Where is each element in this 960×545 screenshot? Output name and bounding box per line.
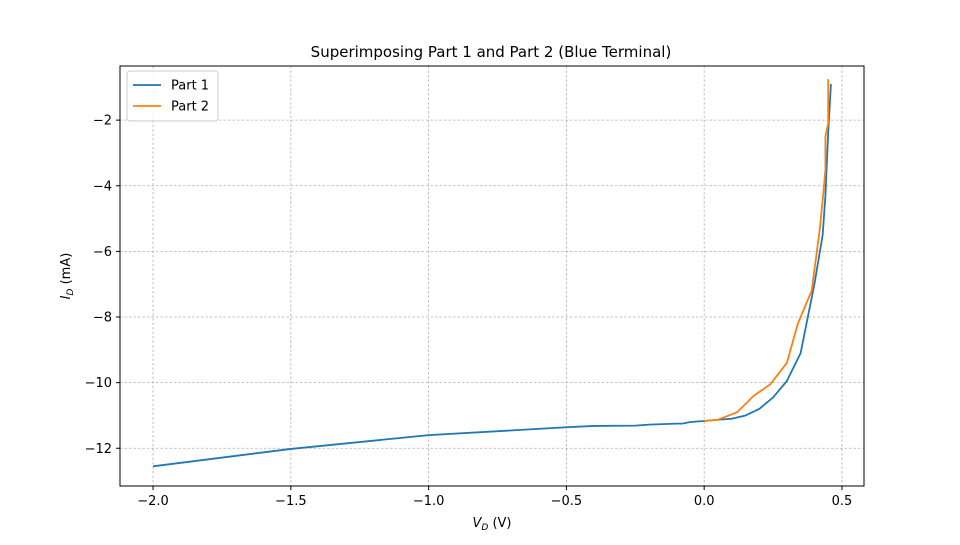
series-layer	[152, 79, 832, 468]
x-tick-label: −1.0	[413, 494, 445, 509]
x-axis-label-sub: D	[481, 523, 488, 533]
y-tick-label: −2	[93, 114, 112, 129]
x-axis-label-main: V	[472, 516, 482, 531]
legend: Part 1 Part 2	[126, 70, 219, 122]
y-axis-label-sub: D	[66, 288, 76, 295]
x-tick-label: −2.0	[137, 494, 169, 509]
y-tick-label: −12	[85, 442, 112, 457]
x-tick-label: 0.0	[694, 494, 715, 509]
x-axis-label-unit: (V)	[488, 516, 511, 531]
legend-label: Part 1	[171, 79, 209, 94]
legend-label: Part 2	[171, 100, 209, 115]
chart-title: Superimposing Part 1 and Part 2 (Blue Te…	[311, 43, 672, 61]
legend-box	[126, 70, 219, 122]
series-line-part-2	[704, 79, 830, 422]
y-tick-label: −6	[93, 245, 112, 260]
x-axis-label: VD (V)	[472, 516, 511, 533]
grid	[120, 66, 864, 486]
ticks: −2.0 −1.5 −1.0 −0.5 0.0 0.5 −12 −10 −8 −6 −4 −2	[85, 114, 853, 509]
y-tick-label: −4	[93, 179, 112, 194]
y-tick-label: −10	[85, 376, 112, 391]
x-tick-label: −0.5	[551, 494, 583, 509]
x-tick-label: 0.5	[832, 494, 853, 509]
plot-frame	[119, 65, 865, 487]
x-tick-label: −1.5	[275, 494, 307, 509]
y-tick-label: −8	[93, 311, 112, 326]
y-axis-label-main: I	[59, 295, 74, 299]
y-axis-label: ID (mA)	[59, 253, 76, 300]
y-axis-label-unit: (mA)	[59, 253, 74, 289]
series-line-part-1	[152, 83, 832, 468]
